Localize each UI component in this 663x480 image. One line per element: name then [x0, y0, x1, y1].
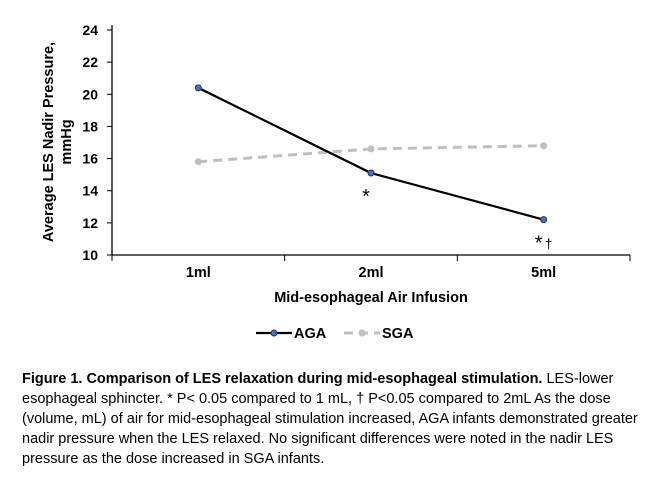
series-line-aga — [197, 86, 544, 221]
x-tick-label: 2ml — [359, 265, 384, 281]
y-axis-title-line-2: mmHg — [59, 119, 75, 164]
y-tick-label: 22 — [82, 54, 98, 70]
y-axis-title-line-1: Average LES Nadir Pressure, — [41, 42, 57, 242]
legend-marker-sga — [358, 329, 366, 337]
significance-star: * — [535, 233, 543, 255]
caption-title: Figure 1. Comparison of LES relaxation d… — [22, 371, 543, 387]
y-tick-label: 18 — [82, 118, 98, 134]
x-axis: 1ml 2ml 5ml — [111, 254, 631, 281]
x-axis-title: Mid-esophageal Air Infusion — [274, 290, 468, 306]
legend-label-sga: SGA — [382, 326, 414, 342]
y-tick-label: 24 — [82, 22, 98, 38]
data-point-sga — [194, 158, 202, 166]
x-tick-label: 1ml — [186, 265, 211, 281]
y-tick-label: 20 — [82, 86, 98, 102]
legend-marker-aga — [270, 329, 278, 337]
y-axis: 10 12 14 16 18 20 22 24 — [82, 22, 113, 263]
legend: AGA SGA — [256, 326, 414, 342]
annotation-layer: ** † — [362, 186, 552, 255]
y-tick-label: 12 — [82, 215, 98, 231]
data-point-aga — [367, 169, 375, 177]
caption-body: LES-lower esophageal sphincter. * P< 0.0… — [22, 371, 638, 467]
data-point-sga — [540, 142, 548, 150]
y-tick-label: 10 — [82, 247, 98, 263]
y-tick-label: 16 — [82, 151, 98, 167]
data-point-aga — [540, 216, 548, 224]
y-axis-title: Average LES Nadir Pressure, mmHg — [41, 42, 75, 242]
data-point-sga — [367, 145, 375, 153]
significance-dagger: † — [545, 236, 553, 252]
significance-star: * — [362, 186, 370, 208]
data-point-aga — [194, 84, 202, 92]
y-tick-label: 14 — [82, 183, 98, 199]
series-layer — [194, 84, 548, 224]
x-tick-label: 5ml — [531, 265, 556, 281]
legend-label-aga: AGA — [294, 326, 327, 342]
figure-caption: Figure 1. Comparison of LES relaxation d… — [22, 369, 647, 469]
